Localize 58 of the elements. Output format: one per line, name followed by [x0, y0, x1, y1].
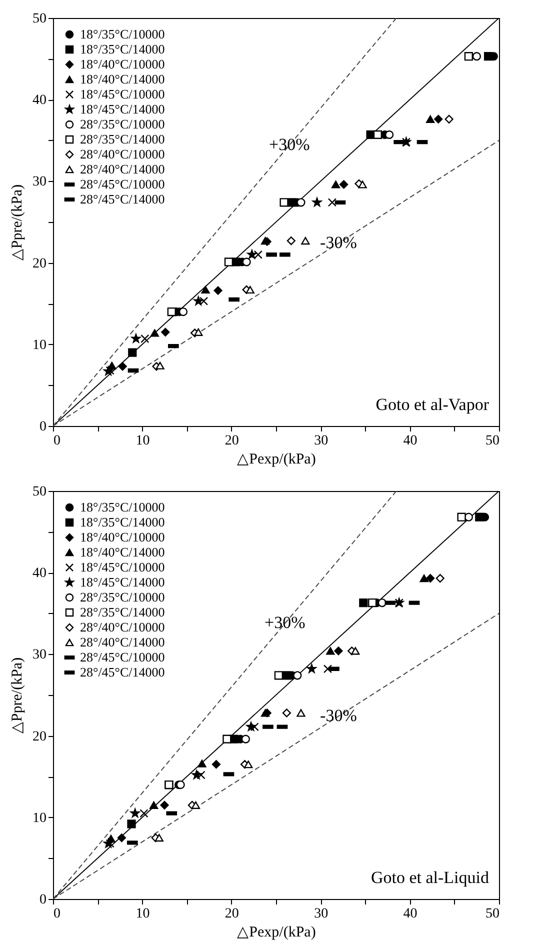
- x-tick-label: 50: [486, 906, 500, 922]
- x-tick-label: 30: [314, 434, 328, 448]
- y-tick-label: 30: [32, 174, 46, 190]
- legend-label: 18°/35°C/10000: [80, 500, 165, 514]
- legend-label: 18°/35°C/14000: [80, 42, 165, 56]
- legend-label: 18°/45°C/14000: [80, 102, 165, 116]
- x-tick-label: 40: [403, 906, 418, 922]
- y-tick-label: 20: [32, 729, 46, 744]
- y-tick-label: 10: [32, 338, 46, 353]
- x-tick-label: 20: [224, 906, 239, 922]
- x-tick-label: 10: [136, 434, 150, 448]
- legend-label: 18°/45°C/10000: [80, 560, 165, 574]
- x-axis-title: △Pexp/(kPa): [237, 924, 316, 940]
- x-tick-label: 20: [224, 434, 239, 448]
- annotation: -30%: [320, 706, 357, 726]
- legend-label: 18°/45°C/10000: [80, 86, 165, 102]
- legend-label: 28°/35°C/10000: [80, 590, 165, 604]
- x-tick-label: 10: [136, 906, 150, 922]
- legend-label: 28°/45°C/10000: [80, 176, 165, 192]
- legend-label: 18°/35°C/10000: [80, 26, 165, 42]
- legend-label: 18°/40°C/10000: [80, 530, 165, 544]
- legend-label: 28°/40°C/10000: [80, 620, 165, 634]
- legend-label: 18°/45°C/14000: [80, 574, 165, 590]
- x-tick-label: 0: [54, 906, 60, 922]
- legend-label: 28°/45°C/14000: [80, 664, 165, 680]
- y-tick-label: 0: [40, 420, 46, 434]
- legend-label: 28°/45°C/14000: [80, 192, 165, 206]
- legend-label: 28°/35°C/14000: [80, 604, 165, 620]
- legend-label: 28°/40°C/10000: [80, 146, 165, 162]
- annotation: Goto et al-Liquid: [370, 868, 490, 887]
- annotation: -30%: [320, 233, 357, 252]
- y-axis-title: △Ppre/(kPa): [10, 184, 26, 261]
- legend-label: 28°/40°C/14000: [80, 162, 165, 176]
- x-tick-label: 40: [403, 434, 418, 448]
- legend-label: 18°/40°C/14000: [80, 72, 165, 86]
- annotation: +30%: [269, 134, 310, 154]
- legend-label: 28°/45°C/10000: [80, 650, 165, 664]
- y-tick-label: 50: [32, 484, 46, 500]
- legend-label: 28°/35°C/14000: [80, 132, 165, 146]
- y-axis-title: △Ppre/(kPa): [10, 657, 26, 734]
- x-tick-label: 30: [314, 906, 328, 922]
- annotation: Goto et al-Vapor: [376, 395, 490, 414]
- y-tick-label: 50: [32, 12, 46, 26]
- legend-label: 28°/40°C/14000: [80, 634, 165, 650]
- legend-label: 18°/35°C/14000: [80, 514, 165, 530]
- legend-label: 18°/40°C/14000: [80, 544, 165, 560]
- x-tick-label: 0: [54, 434, 60, 448]
- legend-label: 18°/40°C/10000: [80, 56, 165, 72]
- y-tick-label: 40: [32, 566, 46, 582]
- annotation: +30%: [264, 613, 306, 632]
- y-tick-label: 40: [32, 93, 46, 108]
- x-axis-title: △Pexp/(kPa): [237, 452, 316, 468]
- y-tick-label: 10: [32, 810, 46, 826]
- y-tick-label: 20: [32, 256, 46, 272]
- legend-label: 28°/35°C/10000: [80, 116, 165, 132]
- y-tick-label: 30: [32, 648, 46, 663]
- x-tick-label: 50: [486, 434, 500, 448]
- y-tick-label: 0: [40, 892, 46, 908]
